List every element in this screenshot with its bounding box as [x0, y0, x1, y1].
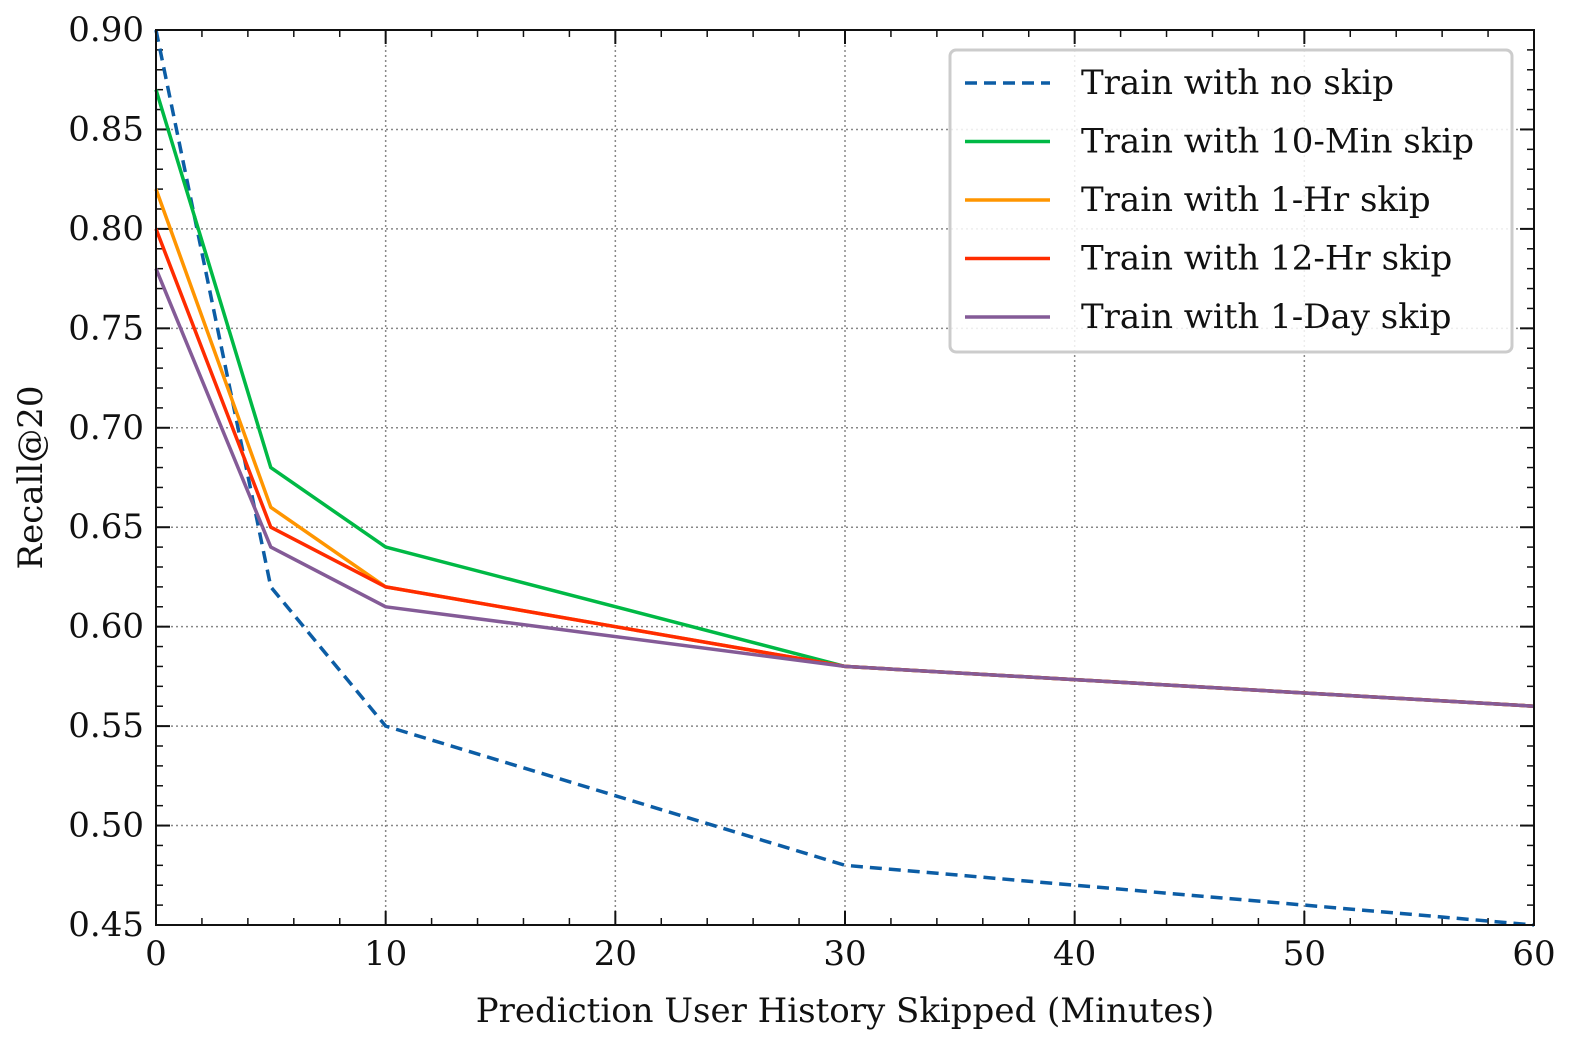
plot-frame	[155, 29, 1535, 926]
legend-item: Train with 12-Hr skip	[965, 239, 1452, 279]
series-line-1	[154, 29, 1535, 927]
grid-lines	[156, 30, 1534, 925]
x-tick-label: 30	[823, 934, 866, 974]
legend-box	[948, 48, 1514, 354]
x-tick-label: 10	[364, 934, 407, 974]
legend-item: Train with 1-Hr skip	[965, 180, 1431, 220]
y-tick-label: 0.80	[68, 209, 144, 249]
legend-label: Train with 12-Hr skip	[1081, 239, 1452, 279]
legend-label: Train with no skip	[1081, 63, 1394, 103]
y-tick-label: 0.55	[68, 706, 144, 746]
y-tick-label: 0.50	[68, 806, 144, 846]
x-tick-label: 60	[1512, 934, 1555, 974]
series-line-5	[154, 268, 1535, 708]
x-tick-label: 50	[1283, 934, 1326, 974]
legend-item: Train with 10-Min skip	[965, 122, 1474, 162]
y-axis-title: Recall@20	[11, 385, 51, 569]
series-lines	[154, 29, 1535, 927]
y-tick-label: 0.60	[68, 607, 144, 647]
minor-ticks	[156, 30, 1534, 925]
y-tick-label: 0.90	[68, 10, 144, 50]
legend-item: Train with no skip	[965, 63, 1394, 103]
x-tick-label: 20	[594, 934, 637, 974]
y-tick-label: 0.65	[68, 507, 144, 547]
y-tick-label: 0.75	[68, 308, 144, 348]
legend: Train with no skip Train with 10-Min skip…	[948, 48, 1514, 354]
x-tick-label: 40	[1053, 934, 1096, 974]
y-tick-label: 0.70	[68, 408, 144, 448]
y-tick-label: 0.45	[68, 905, 144, 945]
legend-label: Train with 10-Min skip	[1081, 122, 1474, 162]
legend-label: Train with 1-Day skip	[1081, 297, 1451, 337]
tick-labels: 0 10 20 30 40 50 60 0.45 0.50 0.55 0.60 0.65 0.70 0.7…	[68, 10, 1555, 974]
x-tick-label: 0	[145, 934, 167, 974]
x-axis-title: Prediction User History Skipped (Minutes…	[476, 991, 1215, 1031]
y-tick-label: 0.85	[68, 109, 144, 149]
legend-item: Train with 1-Day skip	[965, 297, 1451, 337]
legend-label: Train with 1-Hr skip	[1081, 180, 1431, 220]
